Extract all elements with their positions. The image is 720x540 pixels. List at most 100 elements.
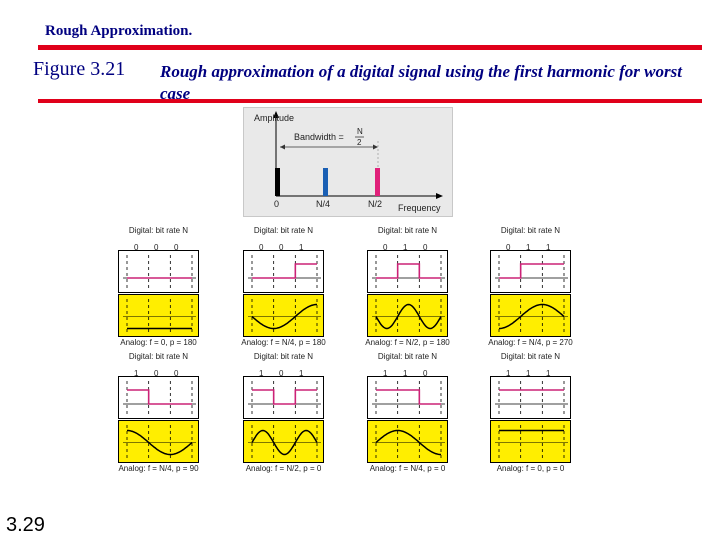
digital-signal-panel	[118, 376, 199, 419]
bit-value: 0	[423, 369, 428, 378]
y-axis-arrow-icon	[273, 111, 279, 118]
bit-value: 1	[134, 369, 139, 378]
y-axis-label: Amplitude	[254, 113, 294, 123]
digital-wave-svg	[372, 255, 445, 290]
spectrum-bar-0	[275, 168, 280, 196]
analog-signal-panel	[243, 420, 324, 463]
bit-value: 1	[299, 369, 304, 378]
digital-signal-panel	[367, 376, 448, 419]
bandwidth-numerator: N	[357, 127, 363, 136]
analog-signal-panel	[490, 420, 571, 463]
slide-heading: Rough Approximation.	[45, 23, 193, 39]
bit-value: 1	[546, 243, 551, 252]
digital-label: Digital: bit rate N	[128, 352, 189, 361]
digital-signal-panel	[243, 250, 324, 293]
analog-wave-svg	[495, 425, 568, 460]
bit-value: 1	[546, 369, 551, 378]
analog-waveform	[375, 429, 441, 456]
digital-waveform	[376, 263, 441, 279]
bandwidth-spectrum: Amplitude Bandwidth = N 2 0 N/4 N/2 Freq…	[243, 107, 453, 217]
analog-waveform	[127, 429, 193, 456]
bandwidth-label: Bandwidth =	[294, 132, 344, 142]
bandwidth-denominator: 2	[357, 138, 362, 147]
analog-waveform	[375, 303, 442, 330]
analog-signal-panel	[490, 294, 571, 337]
bit-value: 1	[383, 369, 388, 378]
bit-value: 0	[506, 243, 511, 252]
digital-wave-svg	[495, 255, 568, 290]
digital-wave-svg	[495, 381, 568, 416]
analog-label: Analog: f = N/2, p = 0	[245, 464, 322, 473]
bit-value: 1	[526, 369, 531, 378]
bit-value: 1	[403, 369, 408, 378]
top-divider	[38, 45, 702, 50]
digital-label: Digital: bit rate N	[500, 226, 561, 235]
figure-number: Figure 3.21	[33, 58, 126, 80]
digital-waveform	[376, 389, 441, 405]
analog-signal-panel	[118, 420, 199, 463]
digital-signal-panel	[118, 250, 199, 293]
analog-label: Analog: f = 0, p = 0	[496, 464, 565, 473]
analog-signal-panel	[243, 294, 324, 337]
bit-value: 0	[174, 243, 179, 252]
digital-signal-panel	[490, 250, 571, 293]
digital-waveform	[127, 389, 192, 405]
digital-label: Digital: bit rate N	[377, 352, 438, 361]
analog-label: Analog: f = N/2, p = 180	[365, 338, 450, 347]
analog-wave-svg	[123, 425, 196, 460]
bandwidth-arrow-left-icon	[280, 144, 285, 150]
bandwidth-arrow-right-icon	[373, 144, 378, 150]
analog-label: Analog: f = N/4, p = 180	[241, 338, 326, 347]
bit-value: 1	[403, 243, 408, 252]
analog-wave-svg	[372, 299, 445, 334]
bit-value: 1	[506, 369, 511, 378]
figure-caption: Rough approximation of a digital signal …	[160, 62, 682, 103]
digital-signal-panel	[490, 376, 571, 419]
digital-signal-panel	[243, 376, 324, 419]
analog-waveform	[251, 303, 317, 330]
bit-value: 1	[299, 243, 304, 252]
analog-label: Analog: f = N/4, p = 270	[488, 338, 573, 347]
digital-label: Digital: bit rate N	[253, 352, 314, 361]
digital-waveform	[252, 263, 317, 279]
bit-value: 0	[174, 369, 179, 378]
digital-label: Digital: bit rate N	[128, 226, 189, 235]
bit-value: 0	[154, 243, 159, 252]
caption-divider	[38, 99, 702, 103]
digital-wave-svg	[372, 381, 445, 416]
analog-signal-panel	[367, 420, 448, 463]
analog-signal-panel	[367, 294, 448, 337]
analog-wave-svg	[248, 425, 321, 460]
digital-signal-panel	[367, 250, 448, 293]
analog-waveform	[499, 303, 565, 330]
tick-label-n2: N/2	[368, 199, 382, 209]
digital-waveform	[252, 389, 317, 405]
page-number: 3.29	[6, 514, 45, 536]
digital-wave-svg	[123, 255, 196, 290]
analog-wave-svg	[372, 425, 445, 460]
analog-signal-panel	[118, 294, 199, 337]
digital-wave-svg	[123, 381, 196, 416]
bit-value: 1	[526, 243, 531, 252]
digital-label: Digital: bit rate N	[253, 226, 314, 235]
bit-value: 1	[259, 369, 264, 378]
analog-label: Analog: f = N/4, p = 0	[369, 464, 446, 473]
tick-label-n4: N/4	[316, 199, 330, 209]
bit-value: 0	[154, 369, 159, 378]
x-axis-label: Frequency	[398, 203, 441, 213]
spectrum-svg: Amplitude Bandwidth = N 2 0 N/4 N/2 Freq…	[254, 111, 443, 213]
bit-value: 0	[259, 243, 264, 252]
bit-value: 0	[134, 243, 139, 252]
tick-label-0: 0	[274, 199, 279, 209]
bit-value: 0	[423, 243, 428, 252]
digital-wave-svg	[248, 381, 321, 416]
bit-value: 0	[279, 369, 284, 378]
analog-wave-svg	[495, 299, 568, 334]
bit-value: 0	[279, 243, 284, 252]
spectrum-bar-n2	[375, 168, 380, 196]
spectrum-bar-n4	[323, 168, 328, 196]
digital-waveform	[499, 263, 564, 279]
analog-label: Analog: f = 0, p = 180	[120, 338, 197, 347]
digital-label: Digital: bit rate N	[377, 226, 438, 235]
analog-waveform	[251, 429, 318, 456]
